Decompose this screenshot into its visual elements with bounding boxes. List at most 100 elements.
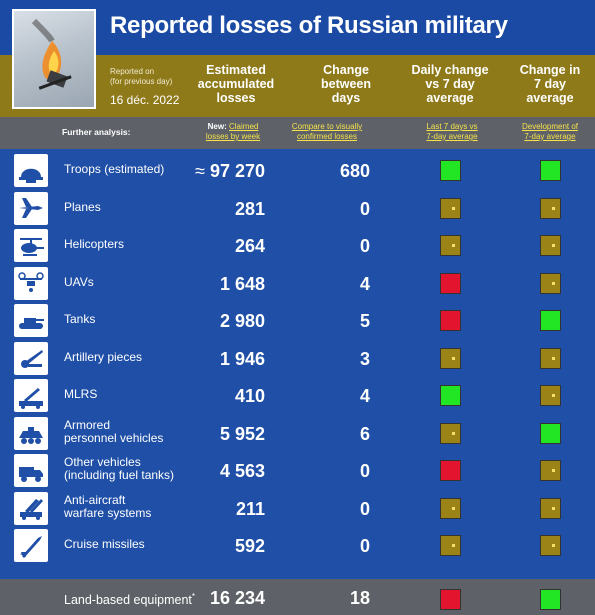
helmet-icon xyxy=(14,154,48,187)
daily-change-indicator xyxy=(440,460,461,481)
seven-day-indicator xyxy=(540,347,561,369)
daily-change-indicator xyxy=(440,497,461,519)
accumulated-value: 4 563 xyxy=(219,461,265,481)
drone-icon xyxy=(14,266,48,300)
reported-on-note: Reported on (for previous day) xyxy=(110,67,173,86)
seven-day-indicator xyxy=(540,422,561,444)
table-row: Artillery pieces 1 946 3 xyxy=(0,340,595,377)
change-value: 0 xyxy=(359,536,370,556)
rocket-launcher-icon xyxy=(14,379,48,412)
seven-day-indicator xyxy=(540,310,561,331)
footer-band xyxy=(0,579,595,615)
accumulated-value: 1 648 xyxy=(219,273,265,294)
burning-helicopter-photo xyxy=(12,9,96,109)
row-label: Planes xyxy=(64,199,101,214)
development-link[interactable]: Development of 7-day average xyxy=(521,122,579,141)
truck-icon xyxy=(14,454,48,487)
visual-confirmed-link[interactable]: Compare to visually confirmed losses xyxy=(291,122,363,141)
change-value: 0 xyxy=(359,198,370,219)
header-band xyxy=(0,55,595,117)
change-value: 680 xyxy=(339,161,370,181)
title-bar xyxy=(0,0,595,55)
table-row: Armored personnel vehicles 5 952 6 xyxy=(0,415,595,452)
accumulated-value: 1 946 xyxy=(219,348,265,369)
seven-day-indicator xyxy=(540,535,561,556)
table-row: UAVs 1 648 4 xyxy=(0,265,595,302)
table-row: Anti-aircraft warfare systems 211 0 xyxy=(0,490,595,527)
seven-day-indicator xyxy=(540,197,561,219)
accumulated-value: 211 xyxy=(235,498,265,519)
footer-value: 16 234 xyxy=(209,588,265,608)
footer-change: 18 xyxy=(349,588,370,608)
change-value: 6 xyxy=(359,423,370,444)
daily-change-indicator xyxy=(440,310,461,331)
tank-icon xyxy=(14,304,48,337)
accumulated-value: 5 952 xyxy=(219,423,265,444)
last-7-days-link[interactable]: Last 7 days vs 7-day average xyxy=(426,122,478,141)
change-value: 0 xyxy=(359,498,370,519)
col-daily-change: Daily change vs 7 day average xyxy=(411,63,489,105)
weekly-losses-link[interactable]: New: Claimed losses by week xyxy=(205,122,261,141)
artillery-icon xyxy=(14,341,48,375)
seven-day-indicator xyxy=(540,160,561,181)
daily-change-indicator xyxy=(440,422,461,444)
row-label: Other vehicles (including fuel tanks) xyxy=(64,455,175,482)
row-label: Helicopters xyxy=(64,237,125,251)
row-label: Armored personnel vehicles xyxy=(64,417,164,445)
daily-change-indicator xyxy=(440,160,461,181)
change-value: 4 xyxy=(359,386,370,406)
footer-seven-day-indicator xyxy=(540,589,561,610)
row-label: Cruise missiles xyxy=(64,537,145,551)
table-row: MLRS 410 4 xyxy=(0,377,595,414)
table-row: Other vehicles (including fuel tanks) 4 56… xyxy=(0,452,595,489)
table-row: Tanks 2 980 5 xyxy=(0,302,595,339)
accumulated-value: 410 xyxy=(234,386,265,406)
page-title: Reported losses of Russian military xyxy=(110,12,508,39)
accumulated-value: 281 xyxy=(234,198,265,219)
daily-change-indicator xyxy=(440,235,461,256)
daily-change-indicator xyxy=(440,347,461,369)
helicopter-icon xyxy=(14,229,48,262)
row-label: UAVs xyxy=(64,274,94,289)
seven-day-indicator xyxy=(540,460,561,481)
row-label: Troops (estimated) xyxy=(64,162,165,176)
accumulated-value: 2 980 xyxy=(219,311,265,331)
further-analysis-label: Further analysis: xyxy=(62,127,131,137)
change-value: 4 xyxy=(359,273,370,294)
row-label: Tanks xyxy=(64,312,96,326)
table-row: Cruise missiles 592 0 xyxy=(0,527,595,564)
table-row: Troops (estimated) ≈ 97 270 680 xyxy=(0,152,595,189)
daily-change-indicator xyxy=(440,535,461,556)
jet-icon xyxy=(14,191,48,225)
row-label: Artillery pieces xyxy=(64,349,143,364)
col-seven-day: Change in 7 day average xyxy=(519,63,581,105)
accumulated-value: 264 xyxy=(234,236,265,256)
apc-icon xyxy=(14,416,48,450)
seven-day-indicator xyxy=(540,385,561,406)
missile-icon xyxy=(14,529,48,562)
change-value: 0 xyxy=(359,461,370,481)
table-row: Planes 281 0 xyxy=(0,190,595,227)
col-accumulated: Estimated accumulated losses xyxy=(197,63,275,105)
row-label: MLRS xyxy=(64,387,98,401)
report-date: 16 déc. 2022 xyxy=(110,93,180,107)
seven-day-indicator xyxy=(540,235,561,256)
table-row: Helicopters 264 0 xyxy=(0,227,595,264)
row-label: Anti-aircraft warfare systems xyxy=(64,492,152,520)
footer-label: Land-based equipment* xyxy=(64,592,195,608)
approx-sign: ≈ xyxy=(195,161,210,181)
seven-day-indicator xyxy=(540,497,561,519)
change-value: 5 xyxy=(359,311,370,331)
anti-aircraft-icon xyxy=(14,491,48,525)
daily-change-indicator xyxy=(440,272,461,294)
analysis-band xyxy=(0,117,595,149)
footer-daily-indicator xyxy=(440,589,461,610)
change-value: 3 xyxy=(359,348,370,369)
accumulated-value: 592 xyxy=(234,536,265,556)
daily-change-indicator xyxy=(440,385,461,406)
accumulated-value: ≈ 97 270 xyxy=(195,161,265,181)
daily-change-indicator xyxy=(440,197,461,219)
seven-day-indicator xyxy=(540,272,561,294)
change-value: 0 xyxy=(359,236,370,256)
col-change: Change between days xyxy=(320,63,371,105)
